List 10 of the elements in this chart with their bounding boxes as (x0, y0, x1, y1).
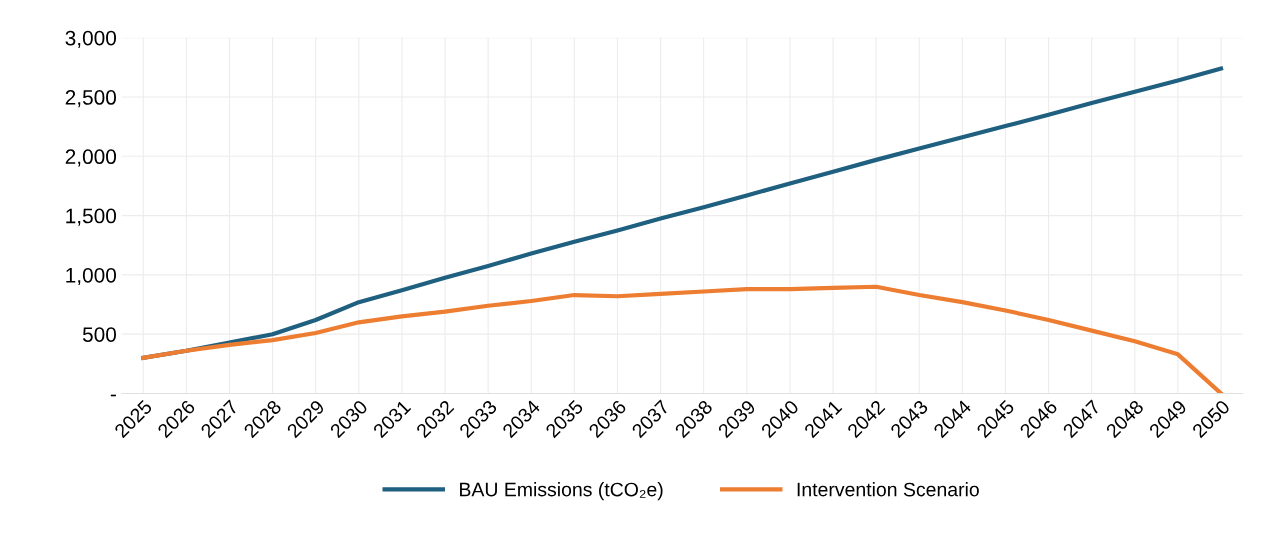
y-tick-label: 1,000 (66, 267, 117, 286)
y-tick-label: 500 (82, 327, 117, 342)
y-tick-label: 2,500 (65, 90, 117, 108)
y-tick-label: 2,000 (65, 149, 117, 167)
line-series (141, 284, 1224, 394)
y-tick-label: 1,500 (66, 208, 117, 226)
legend-label: BAU Emissions (tCO₂e) (460, 482, 663, 501)
y-tick-label: 3,000 (65, 30, 117, 48)
y-tick-label: - (110, 394, 116, 397)
legend-label: Intervention Scenario (797, 482, 979, 497)
